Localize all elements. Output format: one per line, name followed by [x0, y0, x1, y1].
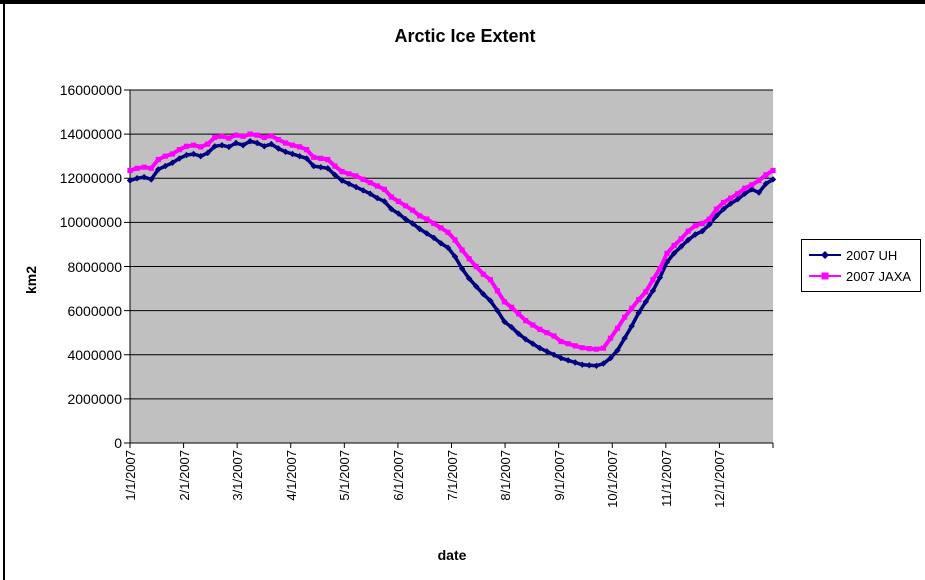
y-tick-label: 12000000	[59, 170, 122, 187]
x-tick-label: 2/1/2007	[176, 450, 192, 501]
square-marker-icon	[809, 272, 841, 280]
y-tick-label: 16000000	[59, 82, 122, 98]
y-axis-title: km2	[23, 265, 39, 295]
y-tick-label: 4000000	[67, 346, 122, 363]
x-tick-label: 5/1/2007	[337, 450, 353, 501]
x-tick-label: 3/1/2007	[230, 450, 246, 501]
chart-title: Arctic Ice Extent	[394, 26, 536, 46]
diamond-marker-icon	[809, 251, 841, 259]
image-top-border	[0, 0, 925, 4]
y-tick-label: 10000000	[59, 214, 122, 231]
x-tick-label: 8/1/2007	[498, 450, 514, 501]
y-tick-label: 2000000	[67, 390, 122, 407]
plot-area	[124, 89, 777, 448]
legend-label: 2007 UH	[846, 247, 898, 263]
x-tick-label: 1/1/2007	[123, 450, 138, 501]
x-tick-label: 11/1/2007	[658, 450, 674, 507]
legend-entry-2007-uh: 2007 UH	[807, 245, 920, 266]
x-tick-label: 4/1/2007	[283, 450, 299, 501]
x-tick-label: 10/1/2007	[605, 450, 621, 508]
x-tick-label: 7/1/2007	[444, 450, 460, 501]
y-tick-label: 6000000	[67, 302, 122, 319]
y-tick-label: 0	[114, 435, 122, 451]
y-tick-label: 14000000	[59, 126, 122, 143]
legend-entry-2007-jaxa: 2007 JAXA	[807, 266, 920, 287]
x-tick-label: 12/1/2007	[712, 450, 728, 508]
x-tick-label: 6/1/2007	[390, 450, 406, 501]
y-tick-label: 8000000	[67, 258, 122, 275]
legend: 2007 UH 2007 JAXA	[801, 239, 921, 292]
legend-label: 2007 JAXA	[846, 268, 912, 284]
x-tick-label: 9/1/2007	[551, 450, 567, 501]
x-axis-title: date	[437, 547, 467, 563]
image-left-border	[3, 0, 5, 580]
